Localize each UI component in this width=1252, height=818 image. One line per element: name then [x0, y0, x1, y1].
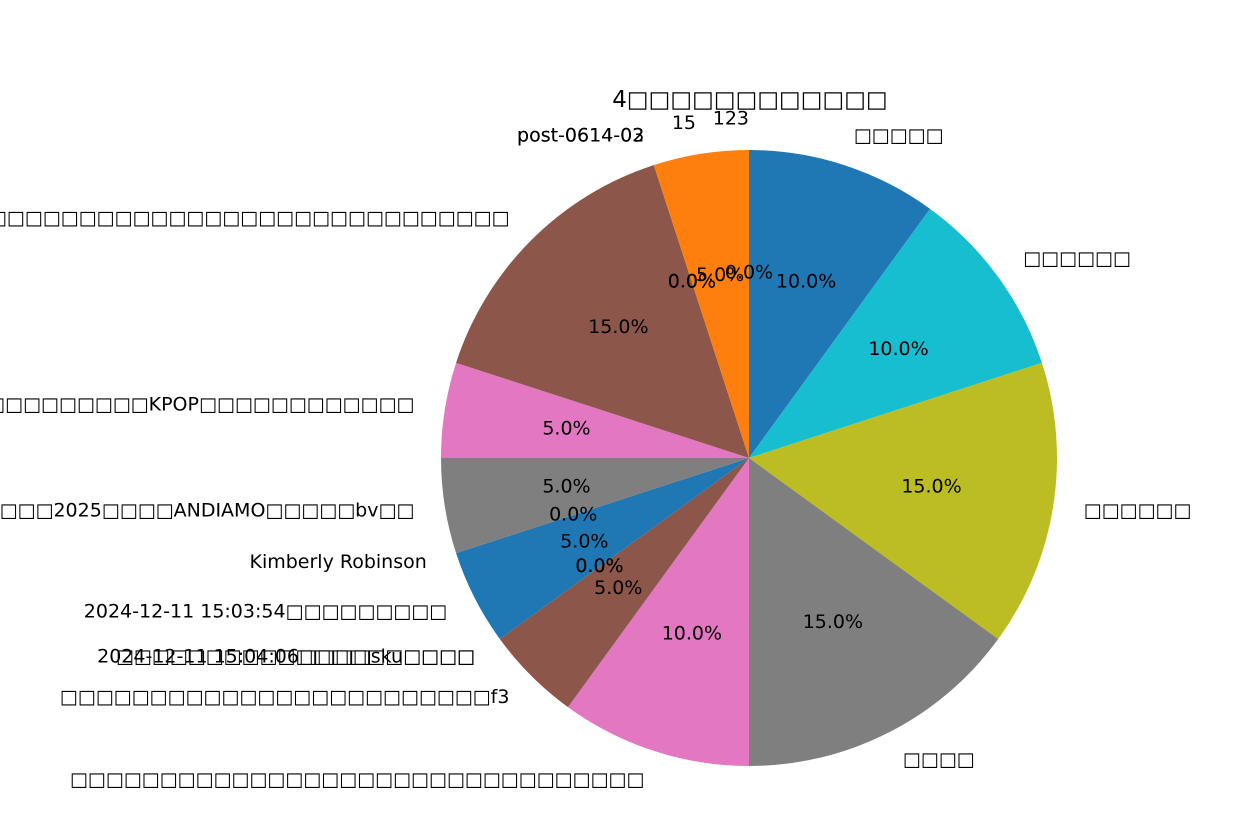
slice-label: post-0614-02: [517, 124, 644, 146]
slice-label: 2024-12-11 15:04:06□□□□sku□□□□: [97, 646, 475, 668]
slice-percent-label: 10.0%: [776, 271, 836, 293]
pie-slice: [567, 458, 749, 766]
slice-percent-label: 10.0%: [662, 622, 722, 644]
slice-label: □□□□□□□□□□□□□□□□□□□□□□□□□□□□□□□□: [70, 769, 644, 791]
slice-label: □□□□□□□□□□□□□□□□□□□□: [116, 646, 475, 668]
slice-percent-label: 5.0%: [696, 264, 744, 286]
slice-label: □□□□□□: [1084, 500, 1192, 522]
slice-label: 123: [713, 108, 749, 130]
slice-label: 2024-12-11 15:03:54□□□□□□□□□: [84, 600, 447, 622]
pie-slice: [441, 362, 749, 458]
pie-slice: [441, 458, 749, 554]
pie-slice: [749, 458, 999, 766]
slice-percent-label: 5.0%: [594, 577, 642, 599]
slice-label: 15: [672, 112, 696, 134]
slice-label: □□□□□□□□□□□□□□□□□□□□□□□□f3: [60, 686, 510, 708]
slice-percent-label: 0.0%: [725, 262, 773, 284]
pie-slices: [441, 150, 1057, 766]
slice-label: VENETA□□□2025□□□□ANDIAMO□□□□□bv□□: [0, 500, 414, 522]
slice-percent-label: 0.0%: [549, 504, 597, 526]
slice-percent-label: 0.0%: [668, 271, 716, 293]
slice-percent-label: 0.0%: [575, 555, 623, 577]
slice-label: □□□□□□□□□□□□□□□□□□□□□□□□□□□□□□□□□□□□: [0, 207, 509, 229]
slice-percent-label: 0.0%: [668, 271, 716, 293]
slice-label: □□□□□: [854, 124, 944, 146]
pie-slice: [456, 165, 749, 459]
slice-label: ITZY□□□□□□□□□□□□□□□□□KPOP□□□□□□□□□□□□: [0, 394, 414, 416]
pie-slice: [749, 362, 1057, 640]
pie-labels: □□□□□ 10.0% □□□□□□ 10.0% □□□□□□ 15.0% □□□□ 15.0…: [0, 108, 1191, 791]
slice-percent-label: 15.0%: [803, 611, 863, 633]
slice-percent-label: 10.0%: [868, 338, 928, 360]
slice-percent-label: 0.0%: [575, 555, 623, 577]
slice-percent-label: 15.0%: [901, 475, 961, 497]
slice-percent-label: 5.0%: [560, 530, 608, 552]
slice-label: □□□□□□: [1023, 247, 1131, 269]
slice-percent-label: 15.0%: [588, 316, 648, 338]
pie-slice: [499, 458, 749, 708]
chart-title: 4□□□□□□□□□□□□: [612, 87, 887, 113]
slice-label: □□□□: [903, 748, 975, 770]
slice-percent-label: 5.0%: [542, 418, 590, 440]
slice-label: post-0614-03: [517, 124, 644, 146]
pie-slice: [749, 150, 931, 458]
pie-slice: [456, 458, 749, 640]
slice-percent-label: 5.0%: [542, 475, 590, 497]
pie-slice: [653, 150, 749, 458]
pie-slice: [749, 208, 1042, 458]
slice-label: Kimberly Robinson: [249, 551, 426, 573]
